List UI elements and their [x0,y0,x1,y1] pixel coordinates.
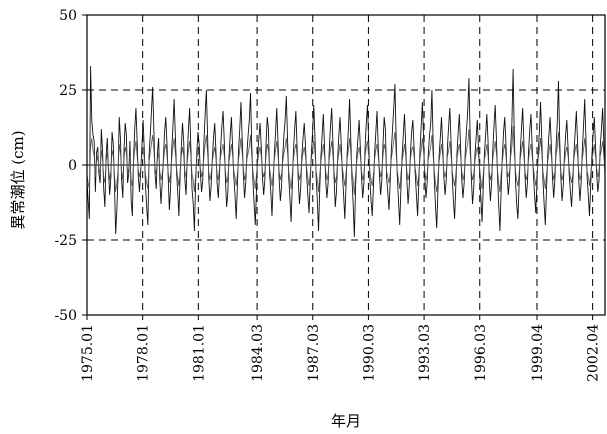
series-line-2 [86,125,606,196]
x-tick-label: 1996.03 [473,324,489,382]
x-tick-label: 1993.03 [417,324,433,382]
x-tick-label: 1987.03 [306,324,322,382]
x-tick-label: 1981.01 [191,324,207,382]
x-tick-label: 1984.03 [250,324,266,382]
plot-frame [82,14,606,320]
x-tick-label: 2002.04 [586,324,602,382]
y-tick-label: 0 [68,158,77,174]
y-tick-label: 50 [59,8,77,24]
y-tick-labels: 50 25 0 -25 -50 [54,8,77,324]
series-lines [86,65,606,238]
series-line-1 [86,65,606,238]
y-tick-label: 25 [59,83,77,99]
x-tick-label: 1975.01 [80,324,96,382]
x-axis-title: 年月 [331,412,361,430]
y-axis-title: 異常潮位 (cm) [9,130,27,229]
x-tick-label: 1990.03 [361,324,377,382]
x-tick-labels: 1975.01 1978.01 1981.01 1984.03 1987.03 1990.… [80,324,602,382]
x-tick-label: 1999.04 [530,324,546,382]
y-tick-label: -50 [54,308,77,324]
y-tick-label: -25 [54,233,77,249]
x-tick-label: 1978.01 [136,324,152,382]
